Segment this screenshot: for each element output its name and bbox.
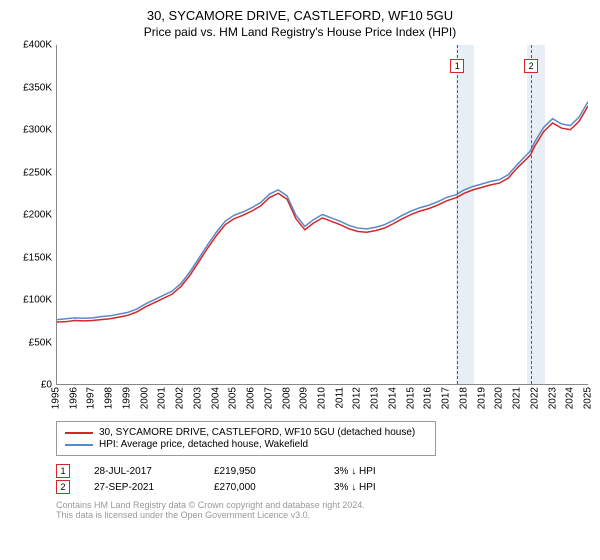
chart-container: 30, SYCAMORE DRIVE, CASTLEFORD, WF10 5GU…	[0, 0, 600, 560]
x-tick-label: 1999	[121, 387, 132, 409]
legend-item: 30, SYCAMORE DRIVE, CASTLEFORD, WF10 5GU…	[65, 427, 427, 438]
legend: 30, SYCAMORE DRIVE, CASTLEFORD, WF10 5GU…	[56, 421, 436, 456]
x-tick-label: 2025	[583, 387, 594, 409]
x-tick-label: 2002	[175, 387, 186, 409]
x-tick-label: 2014	[387, 387, 398, 409]
x-tick-label: 2018	[458, 387, 469, 409]
transaction-number-box: 1	[56, 464, 70, 478]
y-tick-label: £200K	[23, 210, 52, 221]
transaction-table: 1 28-JUL-2017£219,9503% ↓ HPI 2 27-SEP-2021…	[56, 464, 588, 494]
plot-area: 12	[56, 45, 588, 385]
x-tick-label: 2015	[405, 387, 416, 409]
x-tick-label: 2019	[476, 387, 487, 409]
x-tick-label: 2008	[281, 387, 292, 409]
footnote-line-2: This data is licensed under the Open Gov…	[56, 510, 588, 520]
x-tick-label: 2000	[139, 387, 150, 409]
y-tick-label: £250K	[23, 167, 52, 178]
chart-area: £0£50K£100K£150K£200K£250K£300K£350K£400…	[12, 45, 588, 415]
x-tick-label: 2013	[370, 387, 381, 409]
transaction-delta: 3% ↓ HPI	[334, 482, 454, 493]
footnote-line-1: Contains HM Land Registry data © Crown c…	[56, 500, 588, 510]
x-tick-label: 1996	[68, 387, 79, 409]
x-tick-label: 2020	[494, 387, 505, 409]
x-tick-label: 2023	[547, 387, 558, 409]
chart-subtitle: Price paid vs. HM Land Registry's House …	[12, 25, 588, 39]
y-tick-label: £100K	[23, 295, 52, 306]
y-axis: £0£50K£100K£150K£200K£250K£300K£350K£400…	[12, 45, 56, 385]
line-chart-svg	[57, 45, 588, 384]
x-tick-label: 1995	[51, 387, 62, 409]
legend-swatch	[65, 432, 93, 434]
legend-label: HPI: Average price, detached house, Wake…	[99, 439, 308, 450]
x-tick-label: 2012	[352, 387, 363, 409]
x-tick-label: 2005	[228, 387, 239, 409]
transaction-row: 1 28-JUL-2017£219,9503% ↓ HPI	[56, 464, 588, 478]
transaction-number-box: 2	[56, 480, 70, 494]
transaction-delta: 3% ↓ HPI	[334, 466, 454, 477]
transaction-price: £270,000	[214, 482, 334, 493]
marker-number-box: 1	[450, 59, 464, 73]
x-tick-label: 2010	[317, 387, 328, 409]
series-line	[57, 102, 588, 320]
x-tick-label: 2016	[423, 387, 434, 409]
transaction-date: 27-SEP-2021	[94, 482, 214, 493]
marker-number-box: 2	[524, 59, 538, 73]
x-axis: 1995199619971998199920002001200220032004…	[56, 385, 588, 415]
legend-item: HPI: Average price, detached house, Wake…	[65, 439, 427, 450]
footnote: Contains HM Land Registry data © Crown c…	[56, 500, 588, 520]
legend-swatch	[65, 444, 93, 446]
x-tick-label: 1998	[104, 387, 115, 409]
x-tick-label: 2007	[263, 387, 274, 409]
y-tick-label: £150K	[23, 252, 52, 263]
transaction-price: £219,950	[214, 466, 334, 477]
transaction-date: 28-JUL-2017	[94, 466, 214, 477]
x-tick-label: 2004	[210, 387, 221, 409]
y-tick-label: £350K	[23, 82, 52, 93]
x-tick-label: 2009	[299, 387, 310, 409]
x-tick-label: 2003	[192, 387, 203, 409]
x-tick-label: 2001	[157, 387, 168, 409]
x-tick-label: 2022	[529, 387, 540, 409]
x-tick-label: 1997	[86, 387, 97, 409]
x-tick-label: 2024	[565, 387, 576, 409]
y-tick-label: £50K	[29, 337, 52, 348]
x-tick-label: 2011	[334, 387, 345, 409]
y-tick-label: £300K	[23, 125, 52, 136]
x-tick-label: 2006	[246, 387, 257, 409]
y-tick-label: £400K	[23, 40, 52, 51]
chart-title: 30, SYCAMORE DRIVE, CASTLEFORD, WF10 5GU	[12, 8, 588, 23]
legend-label: 30, SYCAMORE DRIVE, CASTLEFORD, WF10 5GU…	[99, 427, 415, 438]
transaction-row: 2 27-SEP-2021£270,0003% ↓ HPI	[56, 480, 588, 494]
x-tick-label: 2021	[512, 387, 523, 409]
x-tick-label: 2017	[441, 387, 452, 409]
